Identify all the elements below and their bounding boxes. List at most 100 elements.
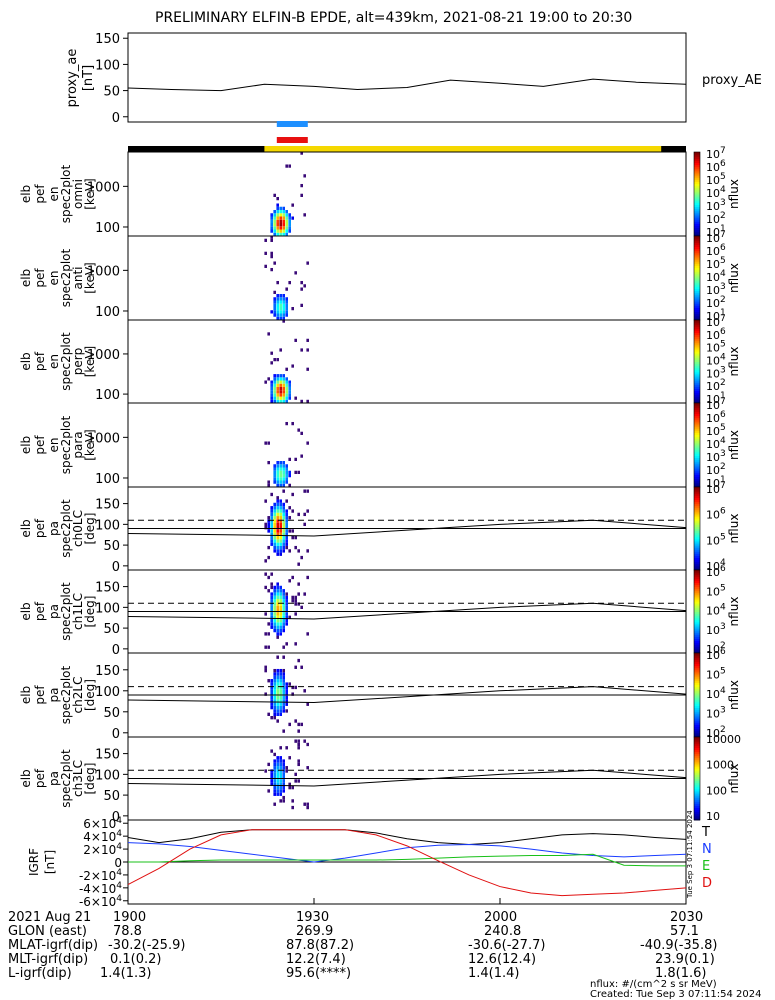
spectrogram-cell-5 (294, 470, 297, 474)
pitch-angle-cell-7 (279, 622, 282, 626)
footer-r0-c0: 1900 (113, 910, 147, 925)
pitch-angle-cell-9 (273, 752, 276, 757)
spectrogram-cell-2 (282, 232, 285, 236)
pitch-angle-ytick-label-8: 0 (112, 727, 120, 742)
colorbar-title-8: nflux (727, 680, 741, 710)
spectrogram-cell-4 (270, 396, 273, 400)
spectrogram-cell-2 (279, 216, 282, 220)
spectrogram-cell-5 (279, 470, 282, 474)
spectrogram-ylabel-3-1: pef (33, 268, 47, 288)
pitch-angle-cell-7 (279, 589, 282, 593)
pitch-angle-cell-6 (267, 526, 270, 530)
pitch-angle-cell-7 (285, 605, 288, 610)
pitch-angle-cell-7 (270, 622, 273, 626)
pitch-angle-cell-9 (297, 779, 300, 783)
pitch-angle-cell-7 (282, 599, 285, 603)
pitch-angle-cell-9 (306, 766, 309, 770)
spectrogram-ytick-label-4: 1000 (87, 348, 120, 363)
pitch-angle-cell-7 (273, 615, 276, 619)
pitch-angle-cell-8 (273, 716, 276, 720)
pitch-angle-cell-7 (282, 625, 285, 629)
colorbar-segment-9 (694, 776, 700, 779)
spectrogram-cell-4 (276, 393, 279, 397)
plot-title: PRELIMINARY ELFIN-B EPDE, alt=439km, 202… (155, 10, 633, 26)
colorbar-title-7: nflux (727, 597, 741, 627)
footer-r3-c2: 12.6(12.4) (468, 952, 537, 967)
colorbar-segment-2 (694, 219, 700, 222)
pitch-angle-cell-7 (279, 615, 282, 619)
pitch-angle-cell-8 (276, 679, 279, 683)
footer-r1-c2: 240.8 (484, 924, 522, 939)
colorbar-segment-9 (694, 757, 700, 761)
pitch-angle-cell-6 (279, 549, 282, 553)
colorbar-segment-6 (694, 540, 700, 544)
pitch-angle-cell-6 (291, 535, 294, 540)
colorbar-segment-6 (694, 497, 700, 500)
colorbar-label-3: 104 (706, 269, 726, 284)
colorbar-segment-8 (694, 728, 700, 732)
colorbar-segment-3 (694, 290, 700, 294)
colorbar-title-5: nflux (727, 430, 741, 460)
pitch-angle-cell-7 (279, 628, 282, 633)
colorbar-segment-6 (694, 516, 700, 519)
pitch-angle-cell-8 (267, 679, 270, 683)
spectrogram-ytick-label-4: 100 (95, 388, 120, 403)
spectrogram-cell-3 (273, 300, 276, 304)
pitch-angle-cell-7 (285, 612, 288, 616)
pitch-angle-cell-7 (273, 592, 276, 596)
pitch-angle-cell-7 (273, 628, 276, 633)
pitch-angle-cell-7 (264, 572, 267, 576)
pitch-angle-cell-8 (273, 702, 276, 706)
pitch-angle-ylabel-9-2: pa (47, 771, 61, 786)
colorbar-segment-8 (694, 659, 700, 662)
pitch-angle-cell-7 (264, 585, 267, 590)
pitch-angle-cell-7 (306, 632, 309, 636)
colorbar-segment-2 (694, 189, 700, 193)
colorbar-label-4: 101 (706, 391, 726, 406)
spectrogram-cell-3 (270, 254, 273, 259)
colorbar-title-6: nflux (727, 514, 741, 544)
pitch-angle-cell-6 (276, 502, 279, 507)
pitch-angle-cell-7 (300, 605, 303, 610)
footer-r2-c2: -30.6(-27.7) (468, 938, 546, 953)
pitch-angle-cell-9 (276, 769, 279, 773)
colorbar-segment-7 (694, 609, 700, 612)
colorbar-segment-5 (694, 455, 700, 459)
igrf-series-E (128, 853, 686, 867)
colorbar-segment-2 (694, 179, 700, 182)
colorbar-label-9: 10000 (706, 733, 741, 746)
igrf-ytick-label: -2×104 (79, 868, 122, 883)
pitch-angle-cell-8 (273, 675, 276, 680)
proxy-ae-ytick-label: 100 (95, 58, 120, 73)
colorbar-segment-4 (694, 359, 700, 362)
spectrogram-ylabel-3-4: anti (71, 267, 85, 290)
pitch-angle-cell-6 (270, 535, 273, 540)
pitch-angle-cell-8 (279, 672, 282, 676)
pitch-angle-ylabel-6-1: pef (33, 518, 47, 538)
pitch-angle-ylabel-6-4: ch0LC (71, 510, 85, 547)
spectrogram-ytick-label-2: 1000 (87, 180, 120, 195)
colorbar-segment-2 (694, 225, 700, 229)
loss-cone-solid-line-8 (127, 686, 687, 704)
footer-r1-c0: 78.8 (113, 924, 142, 939)
pitch-angle-cell-7 (273, 618, 276, 623)
pitch-angle-cell-9 (273, 769, 276, 773)
footer-r4-c0: 1.4(1.3) (100, 966, 152, 981)
colorbar-segment-8 (694, 726, 700, 730)
spectrogram-cell-2 (273, 226, 276, 230)
spectrogram-cell-2 (282, 226, 285, 230)
colorbar-segment-4 (694, 388, 700, 392)
pitch-angle-ylabel-8-1: pef (33, 685, 47, 705)
igrf-ytick-label: -4×104 (79, 881, 122, 896)
colorbar-segment-4 (694, 357, 700, 360)
colorbar-label-5: 103 (706, 449, 726, 464)
spectrogram-cell-4 (279, 386, 282, 391)
colorbar-segment-3 (694, 250, 700, 254)
spectrogram-cell-3 (270, 235, 273, 239)
proxy-ae-ytick-label: 50 (103, 85, 120, 100)
pitch-angle-cell-7 (282, 592, 285, 596)
colorbar-segment-5 (694, 436, 700, 440)
colorbar-segment-9 (694, 772, 700, 775)
colorbar-segment-4 (694, 349, 700, 352)
loss-cone-solid-line-9 (127, 769, 687, 787)
